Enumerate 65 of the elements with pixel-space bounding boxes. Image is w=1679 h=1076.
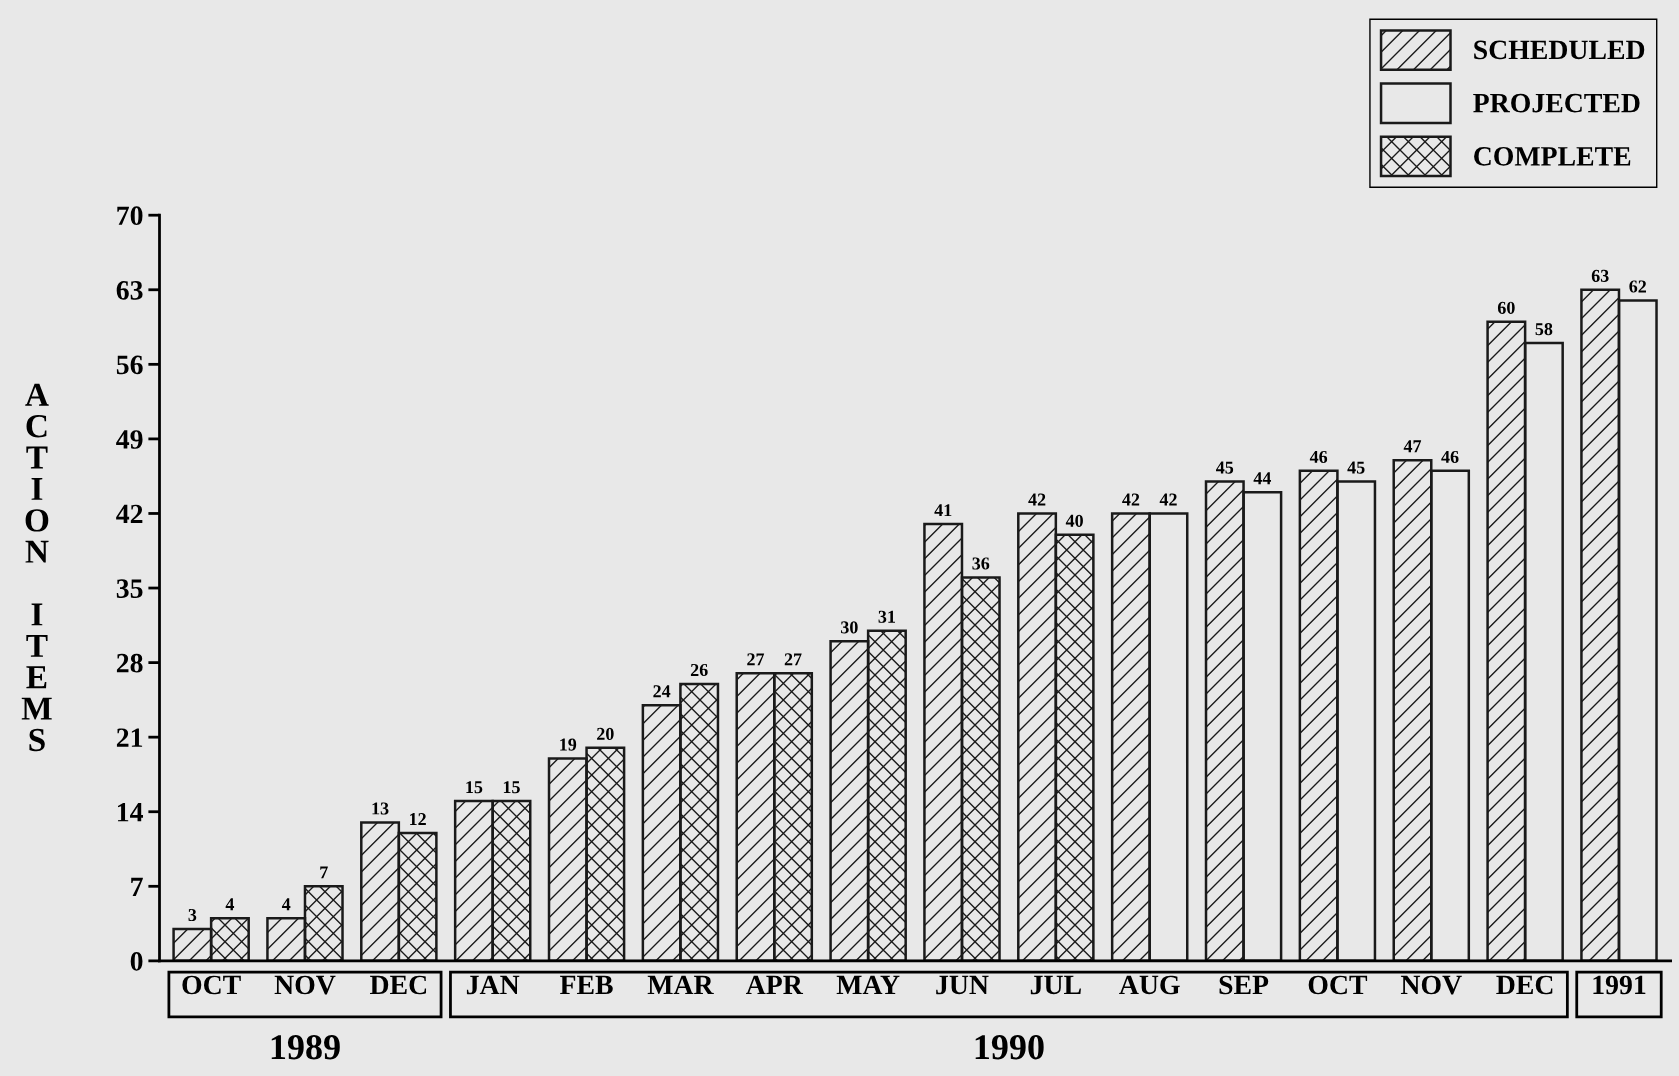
x-tick-label: DEC: [1496, 975, 1553, 995]
data-label: 58: [1535, 323, 1553, 336]
data-label: 42: [1159, 493, 1177, 506]
data-label: 45: [1216, 461, 1234, 474]
y-tick-label: 56: [116, 355, 143, 375]
x-tick-label: JUL: [1030, 975, 1081, 995]
data-label: 47: [1403, 440, 1422, 453]
data-label: 45: [1347, 461, 1365, 474]
x-tick-label: SEP: [1219, 975, 1269, 995]
legend-label: SCHEDULED: [1474, 40, 1645, 60]
x-tick-label: DEC: [370, 975, 427, 995]
y-tick-label: 14: [117, 803, 144, 822]
x-tick-label: JAN: [466, 975, 520, 995]
data-label: 27: [747, 653, 765, 666]
y-tick-label: 35: [116, 579, 143, 598]
data-label: 4: [225, 898, 235, 911]
legend-label: COMPLETE: [1474, 146, 1631, 166]
x-tick-label: FEB: [560, 975, 613, 995]
data-label: 42: [1028, 493, 1046, 506]
x-tick-label: OCT: [1308, 975, 1368, 995]
y-tick-label: 70: [117, 206, 143, 226]
data-label: 20: [597, 727, 614, 740]
x-tick-label: 1991: [1593, 975, 1646, 995]
data-label: 27: [784, 653, 802, 666]
x-tick-label: NOV: [274, 975, 336, 995]
x-tick-label: NOV: [1400, 975, 1462, 995]
data-label: 46: [1309, 450, 1328, 464]
y-tick-label: 49: [116, 430, 143, 449]
text: 1990: [975, 1035, 1044, 1060]
data-label: 63: [1591, 269, 1609, 282]
x-tick-label: MAY: [836, 975, 900, 995]
data-label: 7: [320, 866, 328, 879]
data-label: 36: [972, 557, 990, 570]
x-tick-label: AUG: [1119, 975, 1180, 995]
data-label: 12: [410, 813, 426, 826]
data-label: 42: [1122, 493, 1140, 506]
y-tick-label: 21: [116, 728, 143, 747]
data-label: 15: [503, 781, 520, 794]
x-tick-label: APR: [746, 975, 804, 995]
data-label: 3: [188, 908, 197, 922]
y-tick-label: 63: [116, 281, 143, 300]
data-label: 31: [878, 610, 895, 623]
data-label: 15: [466, 781, 483, 794]
x-tick-label: JUN: [936, 975, 989, 995]
data-label: 26: [690, 663, 708, 677]
data-label: 41: [934, 504, 952, 517]
data-label: 44: [1253, 472, 1272, 485]
text: 1989: [271, 1035, 340, 1060]
data-label: 19: [560, 738, 577, 751]
y-tick-label: 42: [116, 504, 143, 524]
data-label: 4: [281, 898, 291, 911]
legend-label: PROJECTED: [1473, 93, 1640, 113]
data-label: 46: [1441, 450, 1459, 464]
data-label: 40: [1065, 514, 1083, 527]
y-tick-label: 7: [131, 877, 143, 896]
data-label: 62: [1629, 280, 1647, 293]
x-tick-label: OCT: [182, 975, 241, 995]
data-label: 24: [653, 685, 671, 698]
y-tick-label: 28: [116, 653, 143, 673]
x-tick-label: MAR: [647, 975, 714, 995]
data-label: 60: [1497, 301, 1515, 314]
data-label: 13: [372, 802, 389, 815]
y-tick-label: 0: [130, 952, 143, 971]
text: ACTION ITEMS: [21, 383, 52, 752]
data-label: 30: [841, 621, 858, 634]
